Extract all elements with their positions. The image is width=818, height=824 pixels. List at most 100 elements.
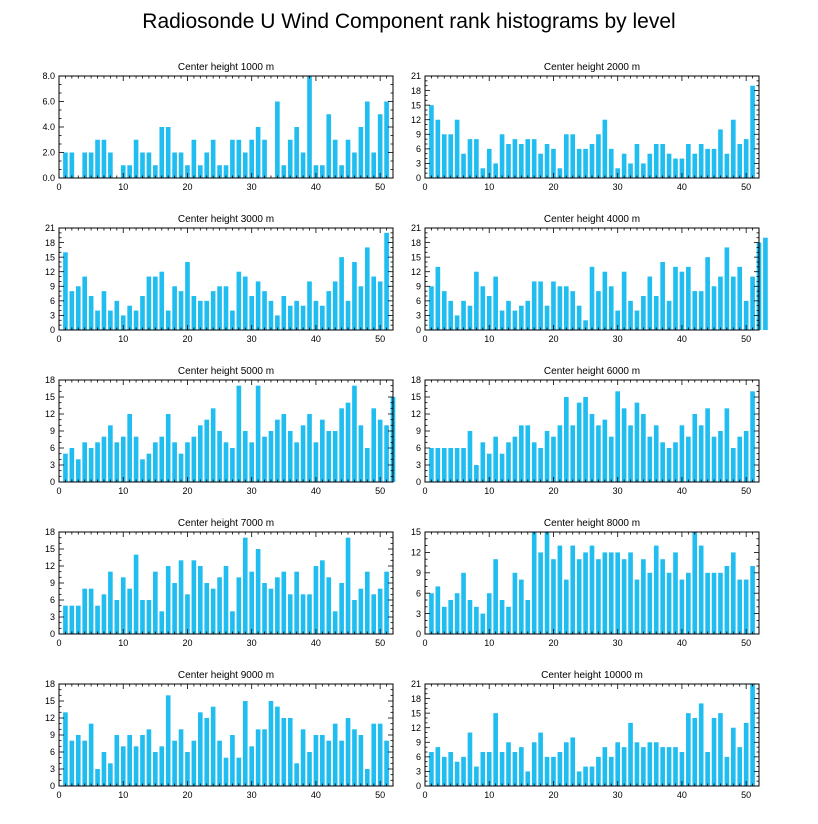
histogram-bar	[467, 431, 473, 482]
histogram-bar	[63, 605, 68, 634]
histogram-bar	[730, 727, 736, 786]
histogram-bar	[236, 757, 242, 786]
histogram-bar	[718, 572, 723, 634]
y-tick-label: 21	[411, 679, 421, 689]
y-tick-label: 4.0	[42, 122, 55, 132]
x-tick-label: 30	[247, 182, 257, 192]
y-tick-label: 0	[50, 325, 55, 335]
y-tick-label: 12	[45, 561, 55, 571]
histogram-bar	[461, 572, 466, 634]
histogram-bar	[480, 442, 486, 482]
y-tick-label: 18	[411, 86, 421, 96]
histogram-bar	[133, 746, 139, 786]
histogram-bar	[236, 271, 242, 330]
histogram-bar	[153, 165, 158, 178]
histogram-bar	[313, 735, 319, 786]
histogram-bar	[653, 545, 659, 634]
histogram-bar	[570, 291, 576, 330]
histogram-bar	[666, 572, 672, 634]
y-tick-label: 18	[411, 375, 421, 385]
histogram-bar	[352, 152, 357, 178]
histogram-bar	[294, 442, 299, 482]
histogram-bar	[718, 431, 723, 482]
histogram-bar	[467, 600, 473, 634]
y-tick-label: 9	[50, 281, 55, 291]
histogram-bar	[242, 276, 248, 330]
histogram-bar	[371, 723, 377, 786]
y-tick-label: 6	[50, 747, 55, 757]
histogram-bar	[384, 101, 389, 178]
y-tick-label: 0	[416, 325, 421, 335]
histogram-bar	[185, 165, 190, 178]
histogram-bar	[563, 579, 569, 634]
histogram-bar	[320, 560, 325, 634]
histogram-bar	[448, 600, 454, 634]
histogram-bar	[133, 554, 139, 634]
histogram-bar	[730, 119, 736, 178]
y-tick-label: 0	[50, 477, 55, 487]
histogram-bar	[358, 588, 364, 634]
histogram-bar	[486, 453, 492, 482]
histogram-bar	[538, 552, 543, 634]
histogram-bar	[705, 257, 710, 330]
histogram-bar	[679, 158, 685, 178]
y-tick-label: 3	[50, 460, 55, 470]
histogram-bar	[750, 566, 755, 634]
histogram-bar	[185, 594, 190, 634]
y-tick-label: 18	[45, 375, 55, 385]
histogram-bar	[448, 448, 454, 482]
histogram-bar	[364, 247, 370, 330]
histogram-bar	[589, 414, 595, 482]
histogram-bar	[159, 271, 165, 330]
histogram-bar	[461, 153, 466, 178]
histogram-bar	[371, 594, 377, 634]
histogram-bar	[718, 276, 723, 330]
histogram-bar	[557, 168, 563, 178]
histogram-bar	[679, 425, 685, 482]
histogram-bar	[486, 296, 492, 330]
histogram-bar	[88, 448, 94, 482]
histogram-bar	[737, 436, 743, 482]
histogram-bar	[641, 163, 646, 178]
histogram-bar	[563, 742, 569, 786]
histogram-panel: Center height 10000 m 0 10 20 30 40 50 0 3 6 9 12 15…	[411, 670, 760, 800]
histogram-bar	[660, 442, 665, 482]
histogram-bar	[493, 163, 498, 178]
histogram-bar	[519, 425, 524, 482]
x-tick-label: 10	[484, 182, 494, 192]
histogram-bar	[127, 165, 132, 178]
y-tick-label: 15	[411, 252, 421, 262]
histogram-panel: Center height 9000 m 0 10 20 30 40 50 0 3 6 9 12 15 1…	[45, 670, 394, 800]
y-tick-label: 12	[45, 267, 55, 277]
histogram-bar	[159, 436, 165, 482]
histogram-bar	[673, 266, 678, 330]
x-tick-label: 40	[677, 334, 687, 344]
histogram-bar	[653, 144, 659, 178]
histogram-bar	[95, 442, 100, 482]
histogram-bar	[159, 127, 165, 178]
histogram-bar	[249, 571, 255, 634]
histogram-bar	[287, 305, 293, 330]
panel-title: Center height 7000 m	[178, 518, 274, 529]
x-tick-label: 10	[484, 638, 494, 648]
histogram-bar	[165, 695, 171, 786]
histogram-bar	[474, 766, 479, 786]
histogram-bar	[275, 577, 280, 634]
histogram-bar	[345, 537, 351, 634]
histogram-bar	[120, 746, 126, 786]
y-tick-label: 9	[416, 568, 421, 578]
y-tick-label: 15	[45, 544, 55, 554]
histogram-bar	[140, 600, 145, 634]
histogram-bar	[666, 448, 672, 482]
histogram-bar	[153, 752, 158, 786]
histogram-bar	[499, 134, 505, 178]
histogram-bar	[185, 752, 190, 786]
histogram-bar	[551, 148, 556, 178]
y-tick-label: 6	[416, 296, 421, 306]
y-tick-label: 9	[416, 281, 421, 291]
histogram-bar	[673, 747, 678, 786]
histogram-bar	[737, 579, 743, 634]
histogram-bar	[538, 153, 543, 178]
histogram-bar	[557, 752, 563, 786]
histogram-bar	[570, 425, 576, 482]
